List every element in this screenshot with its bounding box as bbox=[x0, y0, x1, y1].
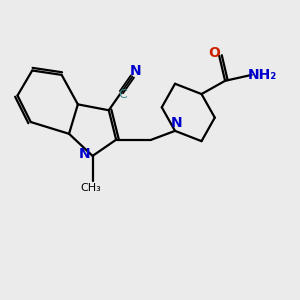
Text: C: C bbox=[118, 88, 127, 101]
Text: CH₃: CH₃ bbox=[81, 183, 101, 193]
Text: N: N bbox=[79, 147, 90, 161]
Text: N: N bbox=[171, 116, 182, 130]
Text: O: O bbox=[208, 46, 220, 60]
Text: NH₂: NH₂ bbox=[247, 68, 277, 82]
Text: N: N bbox=[130, 64, 142, 78]
